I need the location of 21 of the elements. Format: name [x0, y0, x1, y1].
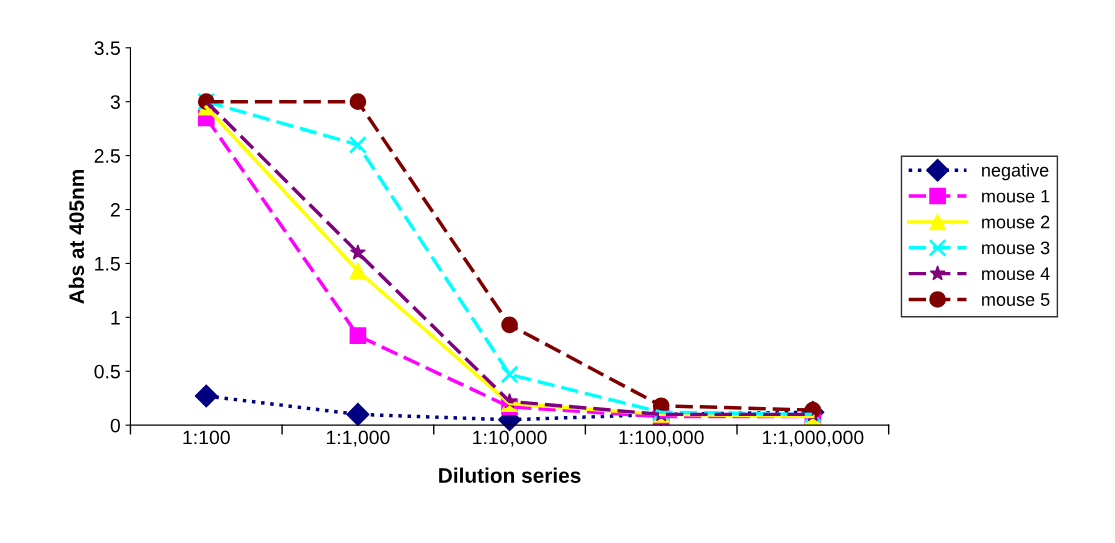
- y-tick-label: 1.5: [95, 257, 120, 271]
- x-axis-title: Dilution series: [439, 467, 581, 483]
- legend-label: negative: [982, 163, 1049, 181]
- y-axis-title: Abs at 405nm: [68, 170, 85, 304]
- x-tick-label: 1:10,000: [473, 430, 547, 447]
- x-tick-label: 1:1,000,000: [762, 430, 864, 447]
- legend-label: mouse 3: [982, 241, 1050, 255]
- y-tick-label: 3.5: [94, 41, 120, 56]
- x-tick-label: 1:1,000: [326, 430, 390, 447]
- y-tick-label: 0.5: [94, 364, 120, 379]
- legend-label: mouse 2: [982, 215, 1050, 229]
- y-tick-label: 0: [110, 418, 120, 433]
- legend-label: mouse 5: [982, 293, 1050, 306]
- x-tick-label: 1:100,000: [619, 430, 704, 447]
- legend-label: mouse 1: [982, 189, 1050, 203]
- x-tick-label: 1:100: [183, 430, 230, 445]
- y-tick-label: 1: [111, 311, 120, 325]
- y-tick-label: 2: [110, 202, 120, 217]
- y-tick-label: 2.5: [94, 149, 120, 163]
- y-tick-label: 3: [110, 95, 120, 109]
- legend-label: mouse 4: [982, 267, 1050, 281]
